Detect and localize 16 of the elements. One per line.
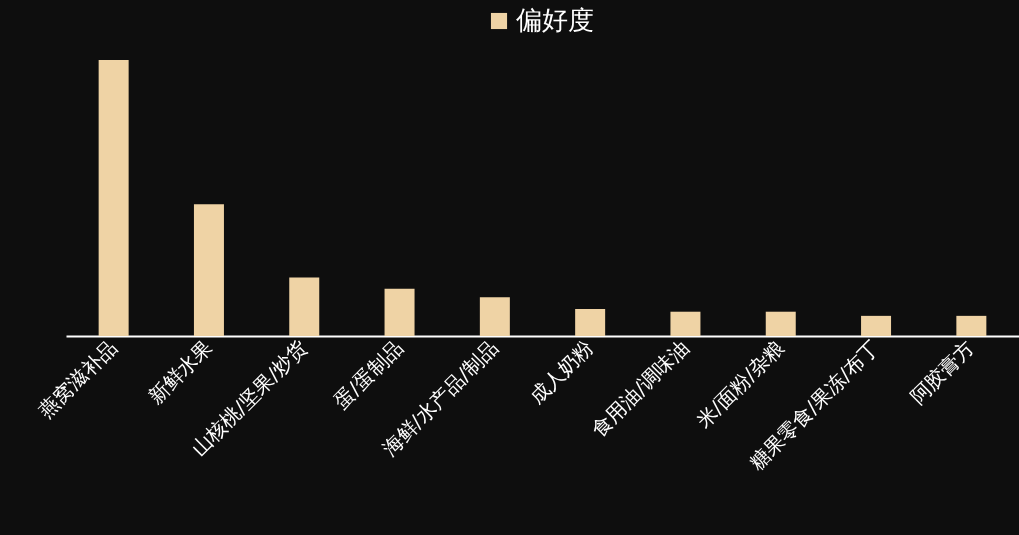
bar [861, 315, 892, 336]
bar [193, 204, 224, 336]
x-tick-label: 燕窝滋补品 [33, 335, 122, 423]
x-tick-label: 阿胶膏方 [905, 335, 980, 409]
legend-label: 偏好度 [516, 5, 594, 35]
x-tick-label: 成人奶粉 [524, 335, 598, 409]
bar [575, 308, 606, 336]
x-tick-label: 蛋/蛋制品 [329, 335, 408, 414]
bar [289, 277, 320, 336]
bar [384, 288, 415, 336]
x-tick-label: 新鲜水果 [143, 335, 217, 409]
bar [479, 297, 510, 336]
bar [765, 311, 796, 336]
bar [670, 311, 701, 336]
bar [956, 315, 987, 336]
bar [98, 60, 129, 336]
